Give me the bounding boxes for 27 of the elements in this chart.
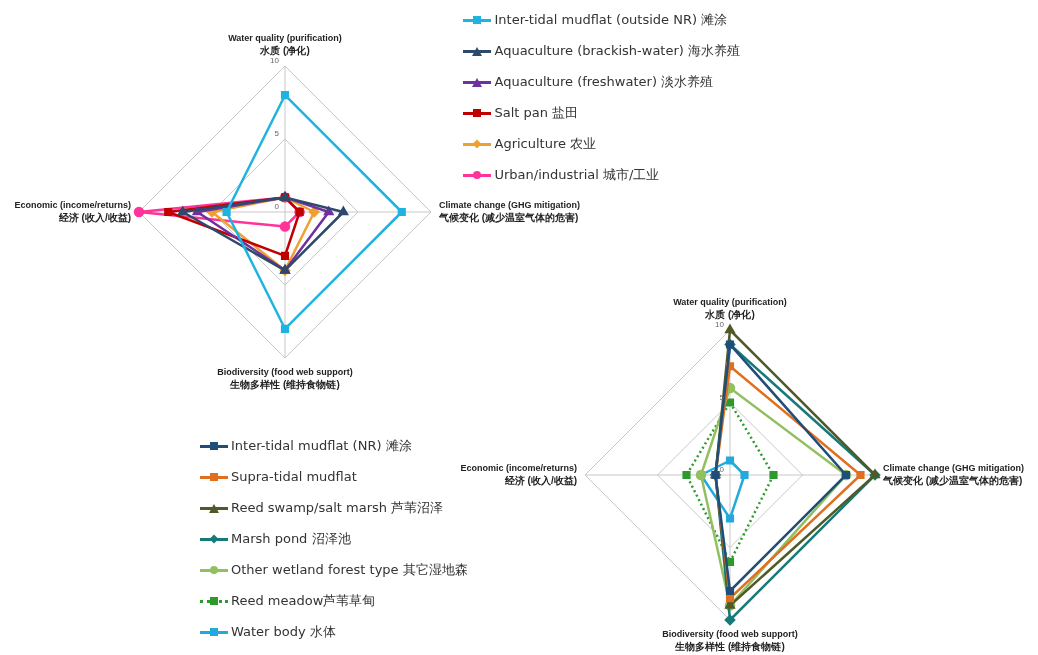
spoke-label: Economic (income/returns) 经济 (收入/收益) xyxy=(460,462,577,487)
legend-label: Aquaculture (freshwater) 淡水养殖 xyxy=(494,72,714,91)
spoke-label: Biodiversity (food web support) 生物多样性 (维持食物链) xyxy=(662,628,798,653)
legend-label: Inter-tidal mudflat (NR) 滩涂 xyxy=(231,436,412,455)
legend-label: Inter-tidal mudflat (outside NR) 滩涂 xyxy=(494,10,728,29)
legend-label: Other wetland forest type 其它湿地森 xyxy=(231,560,468,579)
legend-label: Reed meadow芦苇草甸 xyxy=(231,591,376,610)
legend-label: Salt pan 盐田 xyxy=(494,103,579,122)
legend-label: Reed swamp/salt marsh 芦苇沼泽 xyxy=(231,498,444,517)
spoke-label: Biodiversity (food web support) 生物多样性 (维持食物链) xyxy=(217,366,353,391)
y-tick-label: 0 xyxy=(274,202,280,212)
spoke-label: Climate change (GHG mitigation) 气候变化 (减少温室气体的危害) xyxy=(882,462,1025,487)
legend-label: Marsh pond 沼泽池 xyxy=(231,529,351,548)
y-tick-label: 10 xyxy=(715,320,725,330)
legend-label: Water body 水体 xyxy=(231,622,336,641)
spoke-label: Water quality (purification) 水质 (净化) xyxy=(673,296,787,321)
y-tick-label: 0 xyxy=(719,465,725,475)
legend-label: Aquaculture (brackish-water) 海水养殖 xyxy=(494,41,740,60)
spoke-label: Climate change (GHG mitigation) 气候变化 (减少温室气体的危害) xyxy=(438,199,581,224)
legend-label: Agriculture 农业 xyxy=(494,134,597,153)
spoke-label: Economic (income/returns) 经济 (收入/收益) xyxy=(14,199,131,224)
y-tick-label: 10 xyxy=(270,56,280,66)
spoke-label: Water quality (purification) 水质 (净化) xyxy=(228,32,342,57)
legend-label: Urban/industrial 城市/工业 xyxy=(494,165,660,184)
y-tick-label: 5 xyxy=(719,392,725,402)
legend-label: Supra-tidal mudflat xyxy=(231,469,357,484)
y-tick-label: 5 xyxy=(274,129,280,139)
